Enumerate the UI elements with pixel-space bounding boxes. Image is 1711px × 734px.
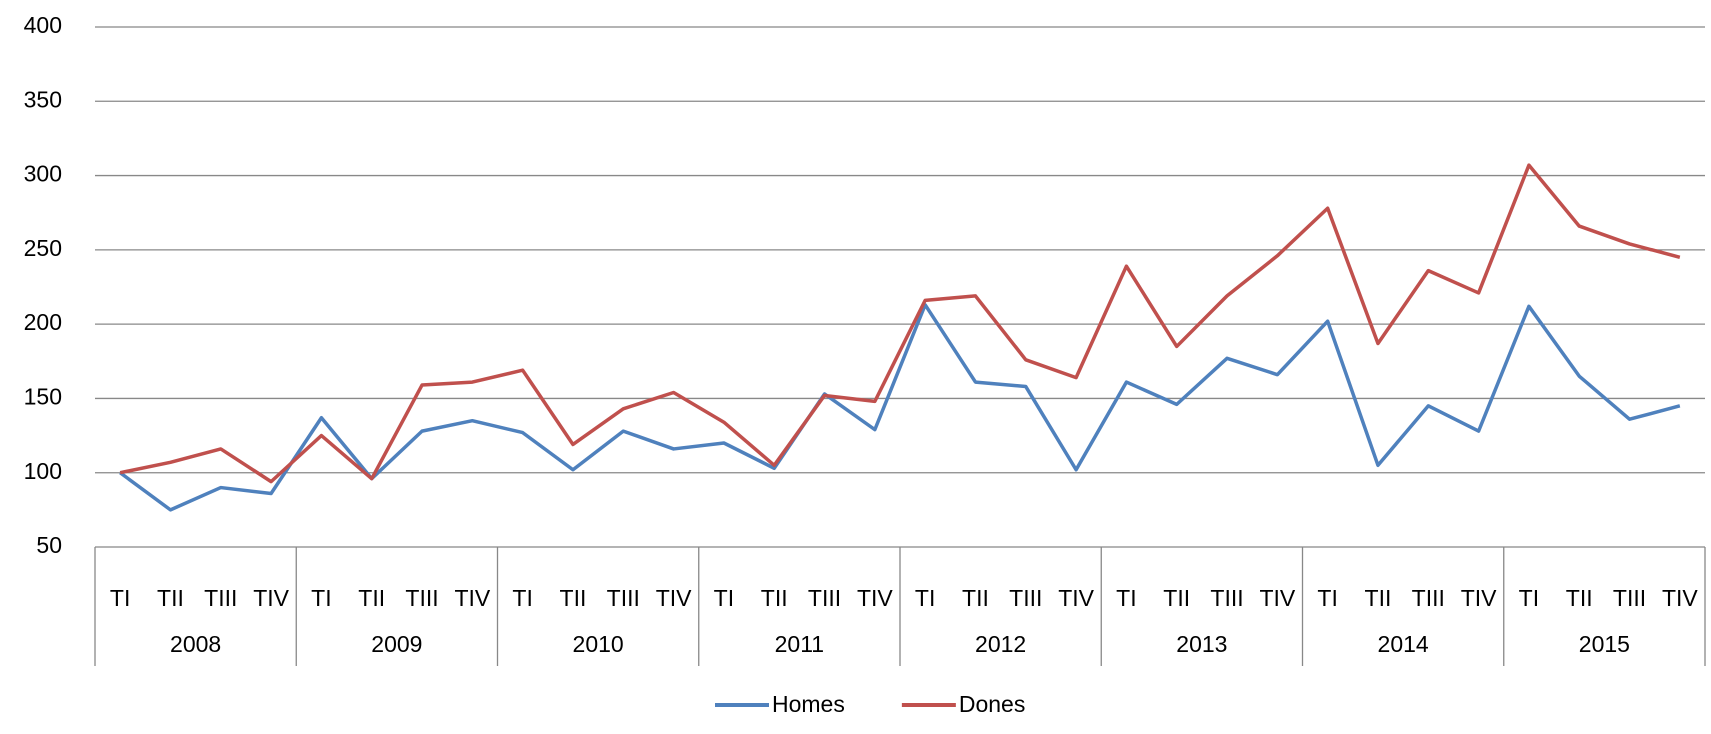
- y-tick-label: 100: [24, 458, 62, 484]
- x-group-label: 2015: [1579, 631, 1630, 657]
- x-tick-label: TIV: [656, 585, 692, 611]
- y-tick-label: 350: [24, 86, 62, 112]
- x-tick-label: TIV: [1259, 585, 1295, 611]
- y-tick-label: 300: [24, 161, 62, 187]
- x-group-label: 2013: [1176, 631, 1227, 657]
- x-tick-label: TI: [1519, 585, 1539, 611]
- x-tick-label: TI: [915, 585, 935, 611]
- y-tick-label: 50: [36, 532, 62, 558]
- y-tick-label: 250: [24, 235, 62, 261]
- x-tick-label: TIII: [1009, 585, 1042, 611]
- x-tick-label: TIV: [1058, 585, 1094, 611]
- x-tick-label: TIII: [1412, 585, 1445, 611]
- x-tick-label: TIV: [454, 585, 490, 611]
- x-tick-label: TI: [714, 585, 734, 611]
- x-group-label: 2009: [371, 631, 422, 657]
- x-tick-label: TII: [1163, 585, 1190, 611]
- x-tick-label: TII: [962, 585, 989, 611]
- x-tick-label: TII: [1566, 585, 1593, 611]
- x-group-label: 2010: [573, 631, 624, 657]
- x-tick-label: TIV: [253, 585, 289, 611]
- series-line: [119, 163, 1681, 484]
- x-tick-label: TIII: [808, 585, 841, 611]
- x-tick-label: TII: [1365, 585, 1392, 611]
- x-tick-label: TIII: [204, 585, 237, 611]
- y-tick-label: 400: [24, 12, 62, 38]
- x-tick-label: TI: [1317, 585, 1337, 611]
- x-tick-label: TII: [358, 585, 385, 611]
- x-tick-label: TII: [761, 585, 788, 611]
- x-group-label: 2008: [170, 631, 221, 657]
- x-tick-label: TIII: [1613, 585, 1646, 611]
- x-tick-label: TII: [560, 585, 587, 611]
- x-group-label: 2014: [1378, 631, 1429, 657]
- x-tick-label: TII: [157, 585, 184, 611]
- x-tick-label: TIII: [607, 585, 640, 611]
- x-tick-label: TI: [1116, 585, 1136, 611]
- x-tick-label: TI: [110, 585, 130, 611]
- x-tick-label: TIII: [1210, 585, 1243, 611]
- y-tick-label: 200: [24, 309, 62, 335]
- x-tick-label: TIV: [1461, 585, 1497, 611]
- x-tick-label: TI: [311, 585, 331, 611]
- x-tick-label: TIV: [1662, 585, 1698, 611]
- legend-label: Dones: [959, 691, 1025, 717]
- x-group-label: 2012: [975, 631, 1026, 657]
- x-tick-label: TI: [512, 585, 532, 611]
- legend-label: Homes: [772, 691, 845, 717]
- x-tick-label: TIV: [857, 585, 893, 611]
- series-line: [119, 303, 1681, 512]
- y-tick-label: 150: [24, 384, 62, 410]
- x-group-label: 2011: [775, 631, 824, 657]
- x-tick-label: TIII: [405, 585, 438, 611]
